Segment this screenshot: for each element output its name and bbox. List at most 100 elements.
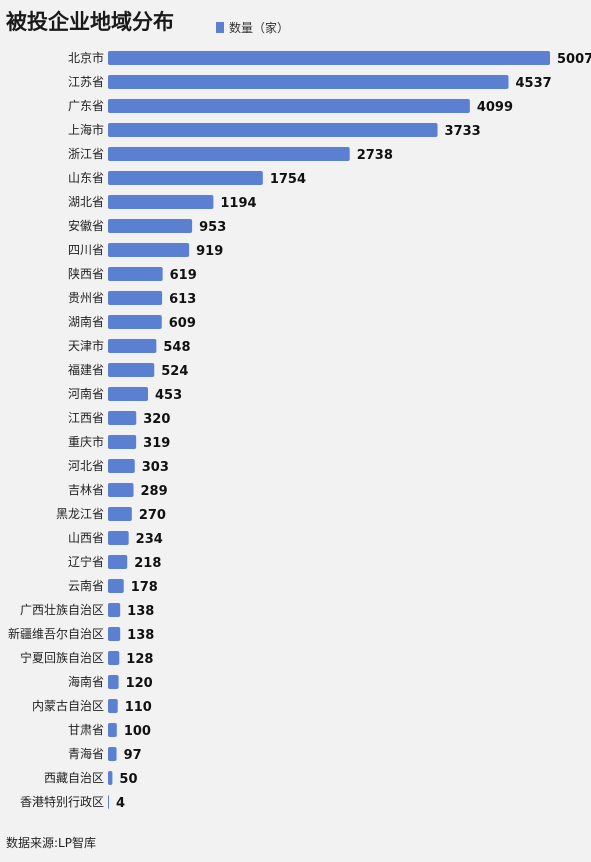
category-label: 新疆维吾尔自治区 — [8, 626, 104, 641]
value-label: 234 — [136, 532, 163, 547]
category-label: 宁夏回族自治区 — [20, 650, 104, 665]
category-label: 吉林省 — [68, 483, 104, 497]
bar — [108, 771, 113, 785]
value-label: 548 — [163, 340, 190, 355]
bar — [108, 723, 117, 737]
bar-chart: 北京市 5007 江苏省 4537 广东省 4099 上海市 3733 浙江省 2738 山东省 17… — [8, 50, 591, 811]
category-label: 云南省 — [68, 578, 104, 593]
category-label: 青海省 — [68, 746, 104, 761]
bar — [108, 123, 438, 137]
category-label: 江西省 — [68, 411, 104, 425]
category-label: 内蒙古自治区 — [32, 698, 104, 713]
value-label: 3733 — [445, 124, 481, 139]
source-note: 数据来源:LP智库 — [6, 836, 96, 850]
value-label: 320 — [143, 412, 170, 427]
bar — [108, 459, 135, 473]
category-label: 湖北省 — [68, 194, 104, 209]
value-label: 4099 — [477, 100, 513, 115]
value-label: 218 — [134, 556, 161, 571]
bar — [108, 171, 263, 185]
bar — [108, 483, 134, 497]
value-label: 4537 — [516, 76, 552, 91]
category-label: 浙江省 — [68, 147, 104, 161]
value-label: 128 — [126, 652, 153, 667]
bar — [108, 411, 137, 425]
value-label: 619 — [170, 268, 197, 283]
category-label: 江苏省 — [68, 75, 104, 89]
category-label: 上海市 — [68, 122, 104, 137]
legend-label: 数量（家） — [229, 21, 290, 35]
value-label: 270 — [139, 508, 166, 523]
bar — [108, 387, 148, 401]
value-label: 953 — [199, 220, 226, 235]
bar — [108, 51, 550, 65]
category-label: 香港特别行政区 — [20, 794, 104, 809]
category-label: 北京市 — [68, 50, 104, 65]
bar — [108, 243, 190, 257]
bar — [108, 699, 118, 713]
bar — [108, 363, 155, 377]
value-label: 120 — [126, 676, 153, 691]
category-label: 黑龙江省 — [56, 507, 104, 521]
category-label: 甘肃省 — [68, 723, 104, 737]
category-label: 安徽省 — [68, 218, 104, 233]
category-label: 河南省 — [68, 386, 104, 401]
category-label: 广东省 — [68, 99, 104, 113]
category-label: 河北省 — [68, 459, 104, 473]
value-label: 100 — [124, 724, 151, 739]
bar — [108, 531, 129, 545]
bar — [108, 99, 470, 113]
value-label: 289 — [141, 484, 168, 499]
bar — [108, 219, 193, 233]
category-label: 福建省 — [68, 362, 104, 377]
category-label: 山东省 — [68, 171, 104, 185]
value-label: 50 — [119, 772, 137, 787]
value-label: 1194 — [220, 196, 256, 211]
value-label: 319 — [143, 436, 170, 451]
bar — [108, 795, 109, 809]
value-label: 178 — [131, 580, 158, 595]
legend-swatch — [216, 22, 224, 33]
value-label: 919 — [196, 244, 223, 259]
category-label: 广西壮族自治区 — [20, 603, 104, 617]
bar — [108, 267, 163, 281]
bar — [108, 315, 162, 329]
value-label: 1754 — [270, 172, 306, 187]
category-label: 辽宁省 — [68, 554, 104, 569]
legend: 数量（家） — [216, 19, 289, 36]
chart-title: 被投企业地域分布 — [6, 10, 174, 34]
bar — [108, 675, 119, 689]
plot-area: 北京市 5007 江苏省 4537 广东省 4099 上海市 3733 浙江省 2738 山东省 17… — [8, 50, 591, 811]
value-label: 453 — [155, 388, 182, 403]
value-label: 138 — [127, 604, 154, 619]
bar — [108, 435, 137, 449]
bar — [108, 555, 128, 569]
bar — [108, 339, 157, 353]
bar — [108, 603, 121, 617]
bar — [108, 579, 124, 593]
bar — [108, 627, 121, 641]
category-label: 重庆市 — [68, 434, 104, 449]
value-label: 2738 — [357, 148, 393, 163]
category-label: 西藏自治区 — [44, 771, 104, 785]
value-label: 110 — [125, 700, 152, 715]
bar — [108, 291, 163, 305]
bar — [108, 195, 214, 209]
category-label: 山西省 — [68, 531, 104, 545]
category-label: 海南省 — [68, 674, 104, 689]
category-label: 天津市 — [68, 338, 104, 353]
value-label: 138 — [127, 628, 154, 643]
value-label: 97 — [124, 748, 142, 763]
value-label: 4 — [116, 796, 125, 811]
category-label: 陕西省 — [68, 266, 104, 281]
value-label: 613 — [169, 292, 196, 307]
value-label: 524 — [161, 364, 188, 379]
value-label: 5007 — [557, 52, 591, 67]
bar — [108, 651, 120, 665]
category-label: 贵州省 — [68, 291, 104, 305]
bar — [108, 507, 132, 521]
category-label: 湖南省 — [68, 314, 104, 329]
value-label: 609 — [169, 316, 196, 331]
value-label: 303 — [142, 460, 169, 475]
category-label: 四川省 — [68, 243, 104, 257]
